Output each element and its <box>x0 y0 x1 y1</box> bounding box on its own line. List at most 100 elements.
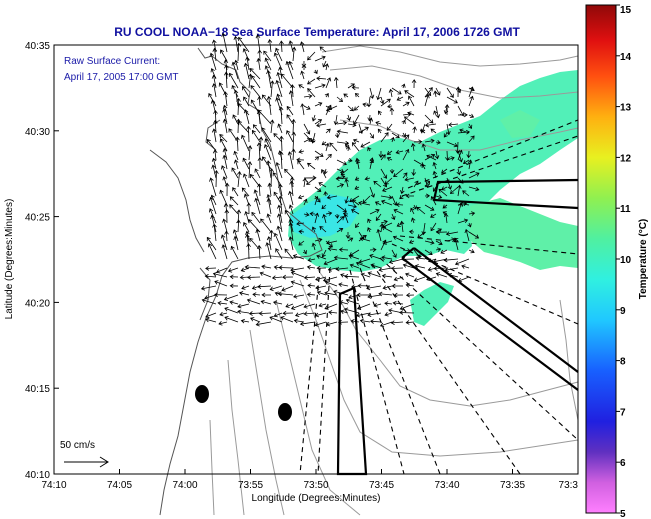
current-vector <box>227 267 239 273</box>
colorbar-tick-label: 14 <box>620 52 632 63</box>
current-vector <box>386 123 393 131</box>
current-vector <box>284 168 294 179</box>
y-axis-label: Latitude (Degrees:Minutes) <box>4 199 15 320</box>
current-vector <box>391 87 402 95</box>
current-vector <box>269 168 274 188</box>
current-vector <box>251 75 261 89</box>
current-vector <box>222 176 228 188</box>
current-vector <box>273 52 283 71</box>
current-vector <box>249 67 261 80</box>
x-axis-label: Longitude (Degrees:Minutes) <box>252 493 381 504</box>
current-vector <box>314 195 321 203</box>
current-vector <box>446 96 458 104</box>
current-vector <box>241 285 250 290</box>
current-vector <box>379 96 385 105</box>
colorbar-tick-label: 15 <box>620 5 632 16</box>
current-vector <box>412 204 417 210</box>
current-vector <box>299 41 305 53</box>
current-vector <box>391 213 396 221</box>
current-vector <box>408 239 415 244</box>
current-vector <box>278 265 294 270</box>
current-vector <box>206 236 217 251</box>
current-vector <box>273 232 283 251</box>
current-vector <box>314 83 326 89</box>
current-vector <box>411 79 417 89</box>
current-vector <box>378 267 393 272</box>
current-vector <box>424 138 435 144</box>
current-vector <box>252 124 261 134</box>
current-vector <box>443 132 448 138</box>
current-vector <box>345 298 360 305</box>
current-vector <box>272 300 283 305</box>
current-vector <box>269 316 283 323</box>
current-vector <box>254 197 261 215</box>
colorbar-tick-label: 10 <box>620 255 632 266</box>
current-vector <box>314 321 327 327</box>
current-vector <box>390 320 404 326</box>
current-vector <box>221 165 228 179</box>
current-vector <box>355 157 360 170</box>
y-tick-label: 40:20 <box>25 298 50 309</box>
dot-marker <box>278 403 292 421</box>
current-vector <box>266 213 272 224</box>
current-vector <box>438 188 448 197</box>
bathymetry-contours <box>209 45 579 516</box>
current-vector <box>389 107 395 116</box>
current-vector <box>391 132 400 139</box>
current-vector <box>416 206 426 215</box>
current-vector <box>396 96 404 101</box>
current-vector <box>307 283 316 288</box>
current-vector <box>269 119 275 134</box>
current-vector <box>346 114 352 122</box>
current-vector <box>257 183 262 197</box>
current-vector <box>231 167 239 179</box>
current-vector <box>241 187 250 197</box>
current-vector <box>388 88 394 98</box>
current-vector <box>291 118 296 134</box>
current-vector <box>282 274 294 280</box>
current-vector <box>298 149 305 154</box>
current-vector <box>222 218 228 233</box>
current-vector <box>209 177 217 197</box>
current-vector <box>303 93 313 99</box>
current-vector <box>366 285 382 291</box>
current-vector <box>455 141 461 154</box>
current-vector <box>302 177 308 188</box>
current-vector <box>325 211 333 216</box>
current-vector <box>233 35 239 53</box>
current-vector <box>329 142 338 152</box>
current-vector <box>218 321 228 326</box>
current-vector <box>244 264 261 270</box>
current-vector <box>211 128 217 143</box>
current-vector <box>336 96 344 102</box>
current-vector <box>277 204 283 224</box>
current-vector <box>234 59 239 71</box>
current-vector <box>298 229 305 234</box>
current-vector <box>355 222 360 228</box>
current-vector <box>386 156 393 162</box>
current-vector <box>340 168 349 176</box>
current-vector <box>395 202 404 208</box>
current-vector <box>384 177 393 185</box>
current-vector <box>296 221 305 226</box>
current-vector <box>432 161 437 170</box>
current-vector <box>267 38 273 53</box>
current-vector <box>288 236 294 251</box>
current-vector <box>224 307 239 314</box>
current-vector <box>240 318 250 324</box>
current-vector <box>297 194 305 200</box>
current-vector <box>223 91 228 107</box>
colorbar-tick-label: 13 <box>620 103 632 114</box>
colorbar-label: Temperature (°C) <box>638 219 649 300</box>
current-vector <box>443 257 459 263</box>
current-vector <box>303 303 316 309</box>
current-vector <box>402 263 415 269</box>
current-vector <box>348 254 360 260</box>
current-vector <box>319 226 327 233</box>
current-vector <box>290 303 305 310</box>
x-tick-labels: 74:10 74:05 74:00 73:55 73:50 73:45 73:4… <box>41 480 578 491</box>
current-vector <box>224 316 239 323</box>
current-vector <box>306 265 316 270</box>
current-vector <box>276 225 283 242</box>
current-vector <box>246 298 261 305</box>
